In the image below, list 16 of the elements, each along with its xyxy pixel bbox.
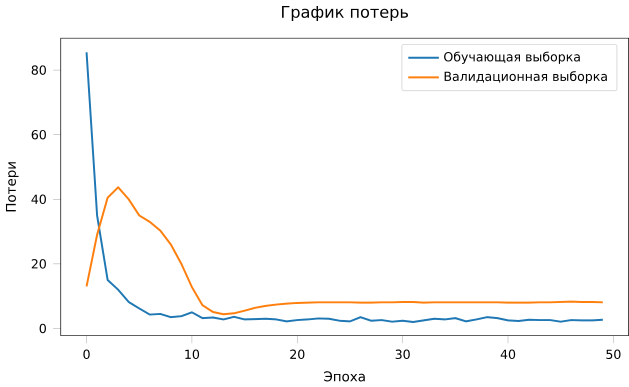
y-tick-label: 60 — [32, 130, 46, 140]
x-tick-label: 20 — [290, 349, 304, 359]
y-axis-title: Потери — [6, 162, 19, 212]
y-tick-label: 20 — [32, 258, 46, 268]
x-tick-label: 50 — [606, 349, 621, 359]
chart-title: График потерь — [282, 6, 408, 21]
x-axis-title: Эпоха — [324, 371, 365, 382]
legend-label: Обучающая выборка — [444, 51, 580, 64]
legend-label: Валидационная выборка — [444, 70, 607, 84]
x-tick-label: 30 — [396, 349, 410, 359]
x-tick-label: 0 — [83, 349, 90, 359]
y-tick-label: 0 — [40, 324, 46, 333]
y-tick-label: 80 — [32, 65, 46, 75]
x-tick-label: 10 — [185, 349, 200, 359]
y-tick-label: 40 — [31, 194, 46, 204]
x-tick-label: 40 — [500, 349, 516, 359]
